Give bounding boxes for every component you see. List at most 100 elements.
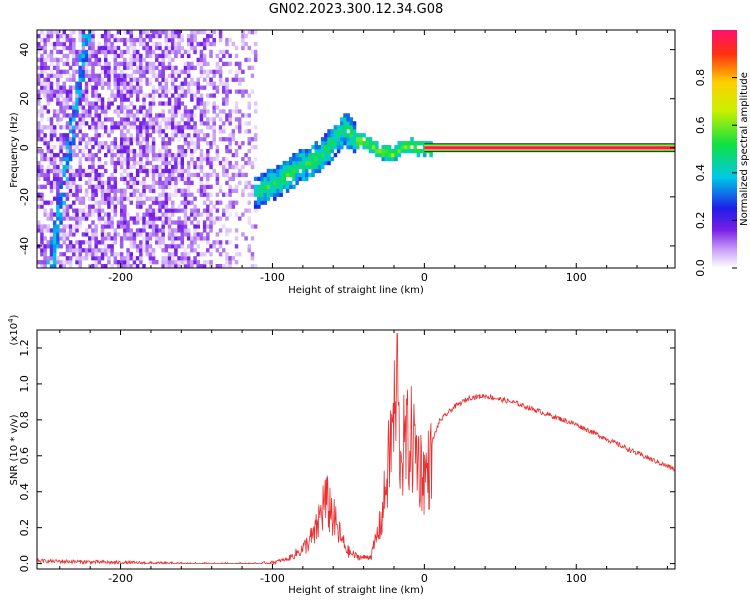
spectrogram-cell bbox=[365, 145, 370, 150]
spectrogram-cell bbox=[206, 260, 210, 265]
spectrogram-cell bbox=[119, 164, 124, 170]
spectrogram-cell bbox=[237, 145, 242, 150]
spectrogram-cell bbox=[151, 125, 156, 130]
spectrogram-cell bbox=[193, 125, 197, 130]
spectrogram-cell bbox=[212, 129, 216, 134]
spectrogram-cell bbox=[209, 164, 213, 170]
spectrogram-cell bbox=[94, 113, 98, 118]
spectrogram-cell bbox=[43, 256, 47, 261]
spectrogram-cell bbox=[52, 164, 57, 170]
spectrogram-cell bbox=[40, 172, 44, 178]
spectrogram-cell bbox=[88, 172, 92, 178]
spectrogram-cell bbox=[304, 168, 309, 174]
spectrogram-cell bbox=[269, 180, 274, 185]
spectrogram-cell bbox=[116, 85, 121, 90]
spectrogram-cell bbox=[362, 145, 366, 150]
spectrogram-cell bbox=[37, 49, 41, 55]
spectrogram-cell bbox=[62, 168, 67, 174]
spectrogram-cell bbox=[199, 168, 204, 174]
spectrogram-cell bbox=[37, 73, 41, 78]
spectrogram-cell bbox=[135, 212, 140, 217]
spectrogram-cell bbox=[139, 133, 143, 138]
spectrogram-cell bbox=[97, 81, 102, 86]
spectrogram-cell bbox=[202, 188, 207, 193]
spectrogram-cell bbox=[304, 160, 309, 166]
spectrogram-cell bbox=[391, 149, 395, 154]
spectrogram-cell bbox=[142, 236, 146, 241]
spectrogram-cell bbox=[126, 73, 130, 78]
spectrogram-cell bbox=[218, 65, 223, 70]
spectrogram-cell bbox=[49, 180, 54, 185]
spectrogram-cell bbox=[142, 41, 146, 47]
spectrogram-cell bbox=[110, 69, 114, 74]
spectrogram-cell bbox=[49, 184, 54, 189]
spectrogram-cell bbox=[311, 145, 315, 150]
spectrogram-cell bbox=[126, 49, 130, 55]
spectrogram-cell bbox=[46, 93, 51, 98]
spectrogram-cell bbox=[56, 41, 60, 47]
spectrogram-cell bbox=[75, 105, 79, 110]
spectrogram-cell bbox=[193, 240, 197, 245]
spectrogram-cell bbox=[222, 49, 226, 55]
spectrogram-cell bbox=[100, 121, 105, 126]
spectrogram-cell bbox=[336, 137, 341, 142]
spectrogram-cell bbox=[103, 125, 108, 130]
spectrogram-cell bbox=[68, 30, 73, 35]
spectrogram-cell bbox=[186, 33, 191, 39]
spectrogram-cell bbox=[107, 216, 111, 221]
spectrogram-cell bbox=[129, 256, 133, 261]
spectrogram-cell bbox=[378, 152, 382, 158]
spectrogram-cell bbox=[84, 240, 89, 245]
spectrogram-cell bbox=[139, 180, 143, 185]
spectrogram-cell bbox=[52, 113, 57, 118]
spectrogram-cell bbox=[126, 212, 130, 217]
spectrogram-cell bbox=[314, 149, 319, 154]
spectrogram-cell bbox=[91, 208, 95, 213]
spectrogram-cell bbox=[91, 176, 95, 182]
spectrogram-cell bbox=[196, 61, 200, 66]
spectrogram-cell bbox=[215, 156, 220, 162]
spectrogram-cell bbox=[276, 164, 280, 170]
spectrogram-cell bbox=[174, 65, 178, 70]
spectrogram-cell bbox=[126, 137, 130, 142]
spectrogram-cell bbox=[193, 141, 197, 146]
spectrogram-cell bbox=[247, 149, 252, 154]
spectrogram-cell bbox=[167, 252, 172, 257]
spectrogram-cell bbox=[164, 176, 169, 182]
spectrogram-cell bbox=[151, 252, 156, 257]
spectrogram-cell bbox=[225, 260, 229, 265]
spectrogram-cell bbox=[81, 41, 86, 47]
spectrogram-cell bbox=[94, 89, 98, 94]
spectrogram-cell bbox=[139, 57, 143, 63]
spectrogram-cell bbox=[234, 77, 239, 82]
spectrogram-cell bbox=[103, 232, 108, 237]
spectrogram-cell bbox=[244, 121, 248, 126]
spectrogram-cell bbox=[151, 53, 156, 59]
spectrogram-cell bbox=[97, 45, 102, 51]
spectrogram-cell bbox=[215, 149, 220, 154]
spectrogram-cell bbox=[269, 184, 274, 189]
spectrogram-cell bbox=[84, 69, 89, 74]
spectrogram-cell bbox=[81, 149, 86, 154]
spectrogram-cell bbox=[81, 248, 86, 253]
spectrogram-cell bbox=[116, 145, 121, 150]
spectrogram-cell bbox=[231, 200, 236, 205]
spectrogram-cell bbox=[81, 57, 86, 63]
spectrogram-cell bbox=[148, 113, 153, 118]
spectrogram-cell bbox=[116, 61, 121, 66]
spectrogram-cell bbox=[190, 208, 194, 213]
spectrogram-cell bbox=[49, 93, 54, 98]
spectrogram-cell bbox=[46, 212, 51, 217]
spectrogram-cell bbox=[37, 224, 41, 229]
spectrogram-cell bbox=[91, 121, 95, 126]
spectrogram-cell bbox=[247, 184, 252, 189]
spectrogram-cell bbox=[81, 232, 86, 237]
spectrogram-cell bbox=[107, 41, 111, 47]
spectrogram-cell bbox=[59, 216, 63, 221]
spectrogram-cell bbox=[119, 81, 124, 86]
spectrogram-cell bbox=[97, 49, 102, 55]
spectrogram-cell bbox=[107, 133, 111, 138]
spectrogram-cell bbox=[49, 216, 54, 221]
spectrogram-cell bbox=[231, 77, 236, 82]
